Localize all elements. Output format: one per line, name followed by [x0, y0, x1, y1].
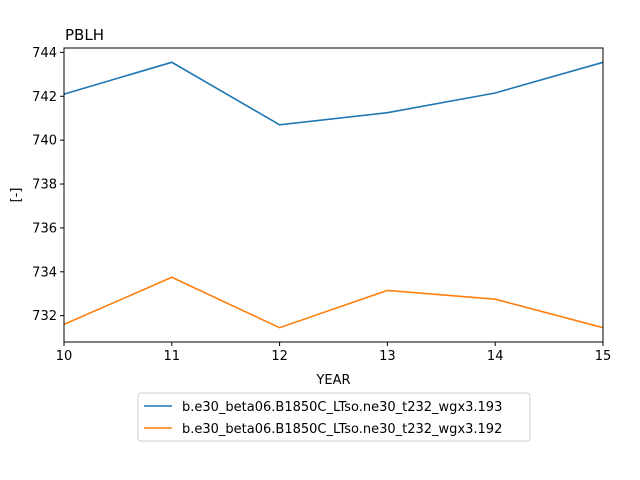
y-tick-label: 738	[32, 178, 57, 193]
x-tick-label: 14	[487, 349, 504, 364]
y-tick-label: 732	[32, 309, 57, 324]
x-tick-label: 13	[379, 349, 396, 364]
legend: b.e30_beta06.B1850C_LTso.ne30_t232_wgx3.…	[137, 392, 531, 442]
legend-entry-series-192: b.e30_beta06.B1850C_LTso.ne30_t232_wgx3.…	[182, 422, 502, 437]
legend-box	[137, 392, 531, 442]
x-tick-label: 11	[164, 349, 181, 364]
y-tick-label: 736	[32, 221, 57, 236]
x-tick-label: 12	[271, 349, 288, 364]
legend-entry-series-193: b.e30_beta06.B1850C_LTso.ne30_t232_wgx3.…	[182, 400, 502, 415]
series-line-1	[63, 276, 604, 329]
plot-frame	[63, 47, 604, 343]
series-line-0	[63, 61, 604, 126]
x-tick-label: 15	[595, 349, 612, 364]
y-axis-label: [-]	[9, 188, 24, 203]
series-layer	[63, 61, 604, 329]
x-axis-ticks: 10 11 12 13 14 15	[56, 342, 612, 364]
y-tick-label: 742	[32, 90, 57, 105]
y-tick-label: 740	[32, 134, 57, 149]
y-tick-label: 744	[32, 46, 57, 61]
x-tick-label: 10	[56, 349, 73, 364]
x-axis-label: YEAR	[315, 373, 350, 388]
chart-title: PBLH	[65, 26, 104, 44]
y-tick-label: 734	[32, 265, 57, 280]
y-axis-ticks: 732 734 736 738 740 742 744	[32, 46, 64, 324]
